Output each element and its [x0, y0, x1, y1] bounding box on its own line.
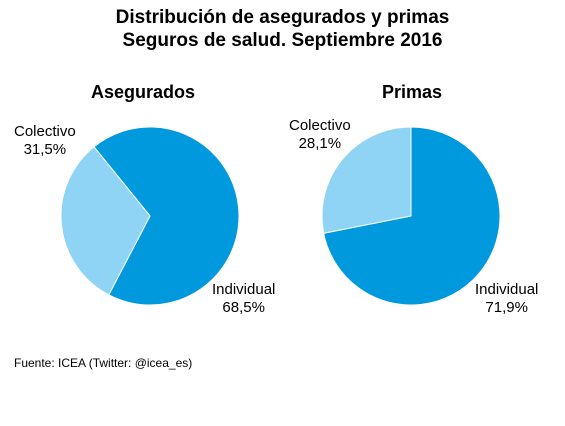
title-line-1: Distribución de asegurados y primas — [115, 7, 450, 28]
slice-name: Individual — [475, 281, 539, 298]
pie-chart-primas: Primas Colectivo 28,1% Individual 71,9% — [275, 80, 545, 330]
pie-svg-primas — [321, 126, 501, 306]
slice-name: Colectivo — [289, 117, 351, 134]
slice-value: 68,5% — [222, 299, 265, 316]
pie-svg-asegurados — [60, 126, 240, 306]
slice-label-individual-asegurados: Individual 68,5% — [212, 281, 275, 317]
slice-value: 71,9% — [485, 299, 528, 316]
pie-slice-individual-asegurados — [93, 126, 240, 306]
chart-title: Distribución de asegurados y primas Segu… — [0, 6, 565, 52]
pie-chart-asegurados: Asegurados Colectivo 31,5% Individual 68… — [12, 80, 282, 330]
slice-label-individual-primas: Individual 71,9% — [475, 281, 538, 317]
slice-value: 28,1% — [298, 135, 342, 152]
slice-label-colectivo-primas: Colectivo 28,1% — [289, 117, 351, 153]
slice-label-colectivo-asegurados: Colectivo 31,5% — [14, 123, 76, 159]
pie-slice-individual-primas — [323, 126, 501, 306]
pie-title-asegurados: Asegurados — [90, 82, 196, 102]
slice-name: Colectivo — [14, 123, 76, 140]
source-note: Fuente: ICEA (Twitter: @icea_es) — [14, 356, 193, 370]
title-line-2: Seguros de salud. Septiembre 2016 — [122, 30, 443, 51]
pie-title-primas: Primas — [381, 82, 443, 102]
pie-slice-colectivo-primas — [321, 126, 412, 234]
slice-value: 31,5% — [23, 141, 67, 158]
pie-slice-colectivo-asegurados — [60, 146, 151, 296]
slice-name: Individual — [212, 281, 276, 298]
